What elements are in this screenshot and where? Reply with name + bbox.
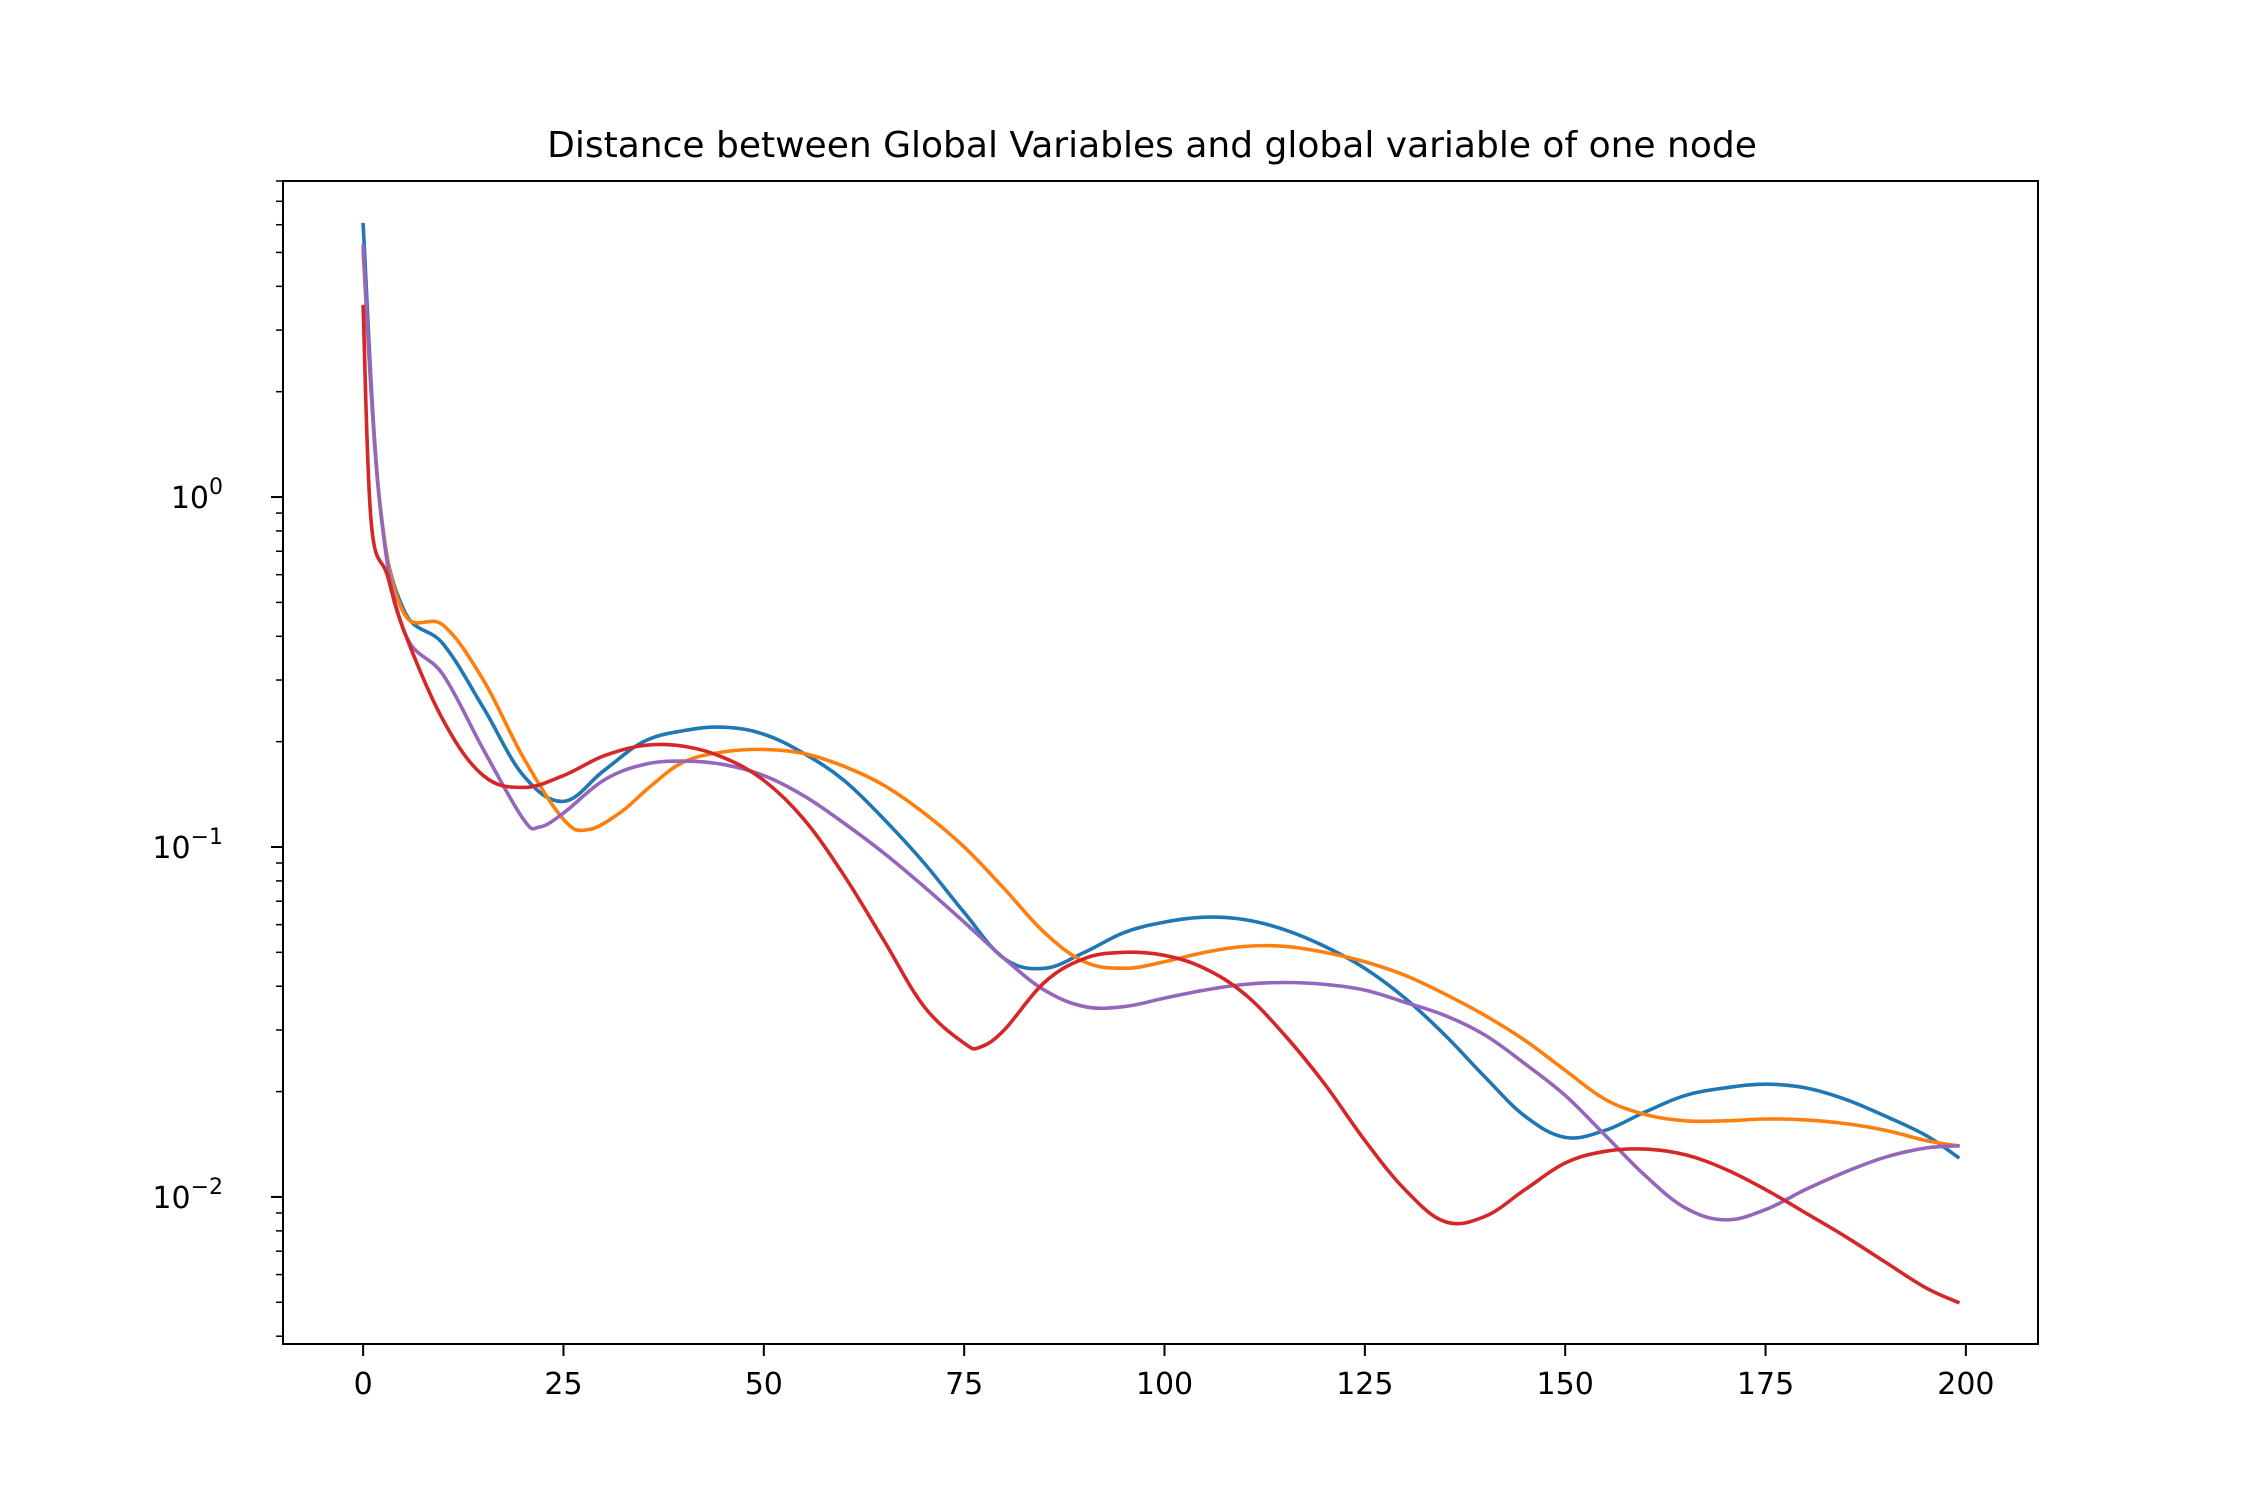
x-tick-label: 75: [945, 1367, 983, 1402]
y-tick-label: 10−2: [152, 1175, 223, 1216]
x-axis: 0 25 50 75 100 125 150 175 200: [354, 1344, 1995, 1402]
x-tick-label: 175: [1737, 1367, 1794, 1402]
series-line-3: [361, 244, 1960, 1222]
x-tick-label: 150: [1537, 1367, 1594, 1402]
series-line-4: [361, 304, 1961, 1305]
x-tick-label: 25: [544, 1367, 582, 1402]
y-axis: 100 10−1 10−2: [152, 180, 283, 1337]
series-line-2: [361, 250, 1960, 1148]
chart-title: Distance between Global Variables and gl…: [547, 125, 1757, 166]
x-tick-label: 0: [354, 1367, 373, 1402]
series-layer: [361, 222, 1961, 1305]
plot-area: [282, 180, 2039, 1345]
x-tick-label: 100: [1136, 1367, 1193, 1402]
x-tick-label: 200: [1937, 1367, 1994, 1402]
x-tick-label: 50: [745, 1367, 783, 1402]
x-tick-label: 125: [1336, 1367, 1393, 1402]
plot-frame: [282, 180, 2039, 1345]
y-tick-label: 100: [171, 475, 223, 516]
y-tick-label: 10−1: [152, 825, 223, 866]
